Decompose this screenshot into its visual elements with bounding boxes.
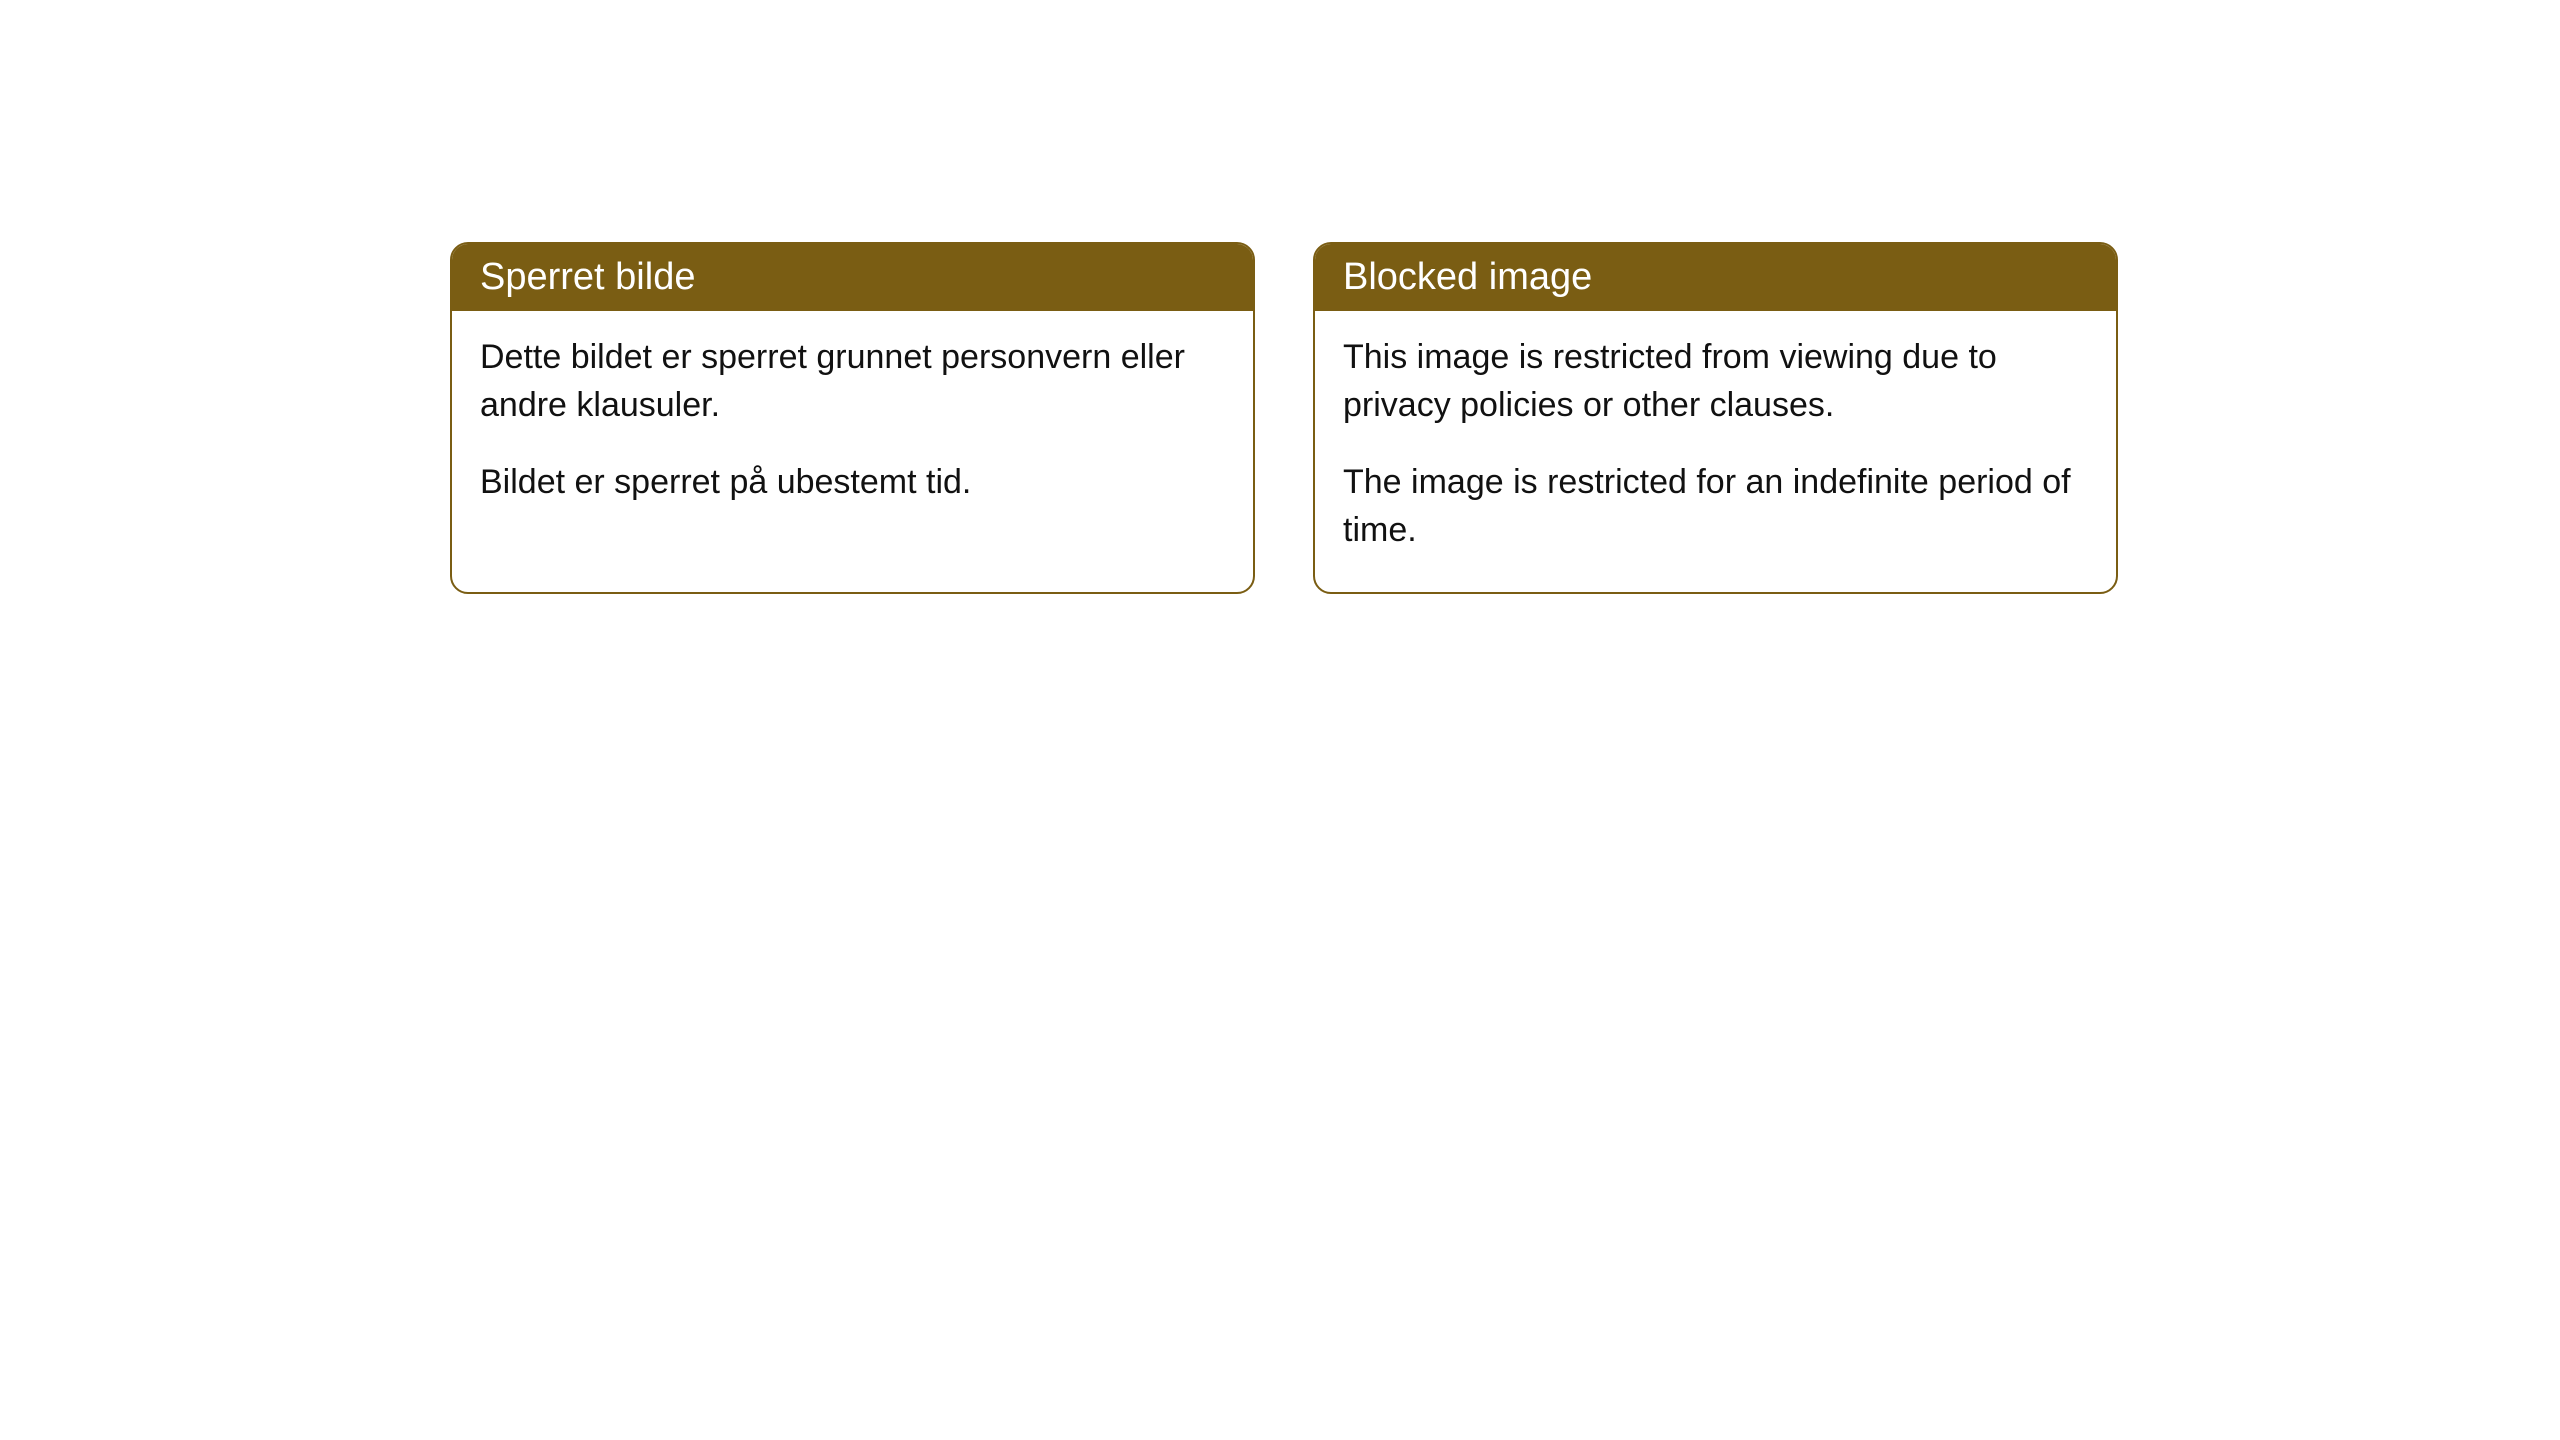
notice-text-line: Dette bildet er sperret grunnet personve… xyxy=(480,333,1225,430)
card-header-english: Blocked image xyxy=(1315,244,2116,311)
notice-text-line: The image is restricted for an indefinit… xyxy=(1343,458,2088,555)
card-body-norwegian: Dette bildet er sperret grunnet personve… xyxy=(452,311,1253,544)
notice-cards-container: Sperret bilde Dette bildet er sperret gr… xyxy=(450,242,2118,594)
card-header-norwegian: Sperret bilde xyxy=(452,244,1253,311)
notice-card-english: Blocked image This image is restricted f… xyxy=(1313,242,2118,594)
notice-text-line: This image is restricted from viewing du… xyxy=(1343,333,2088,430)
notice-card-norwegian: Sperret bilde Dette bildet er sperret gr… xyxy=(450,242,1255,594)
card-body-english: This image is restricted from viewing du… xyxy=(1315,311,2116,592)
notice-text-line: Bildet er sperret på ubestemt tid. xyxy=(480,458,1225,506)
